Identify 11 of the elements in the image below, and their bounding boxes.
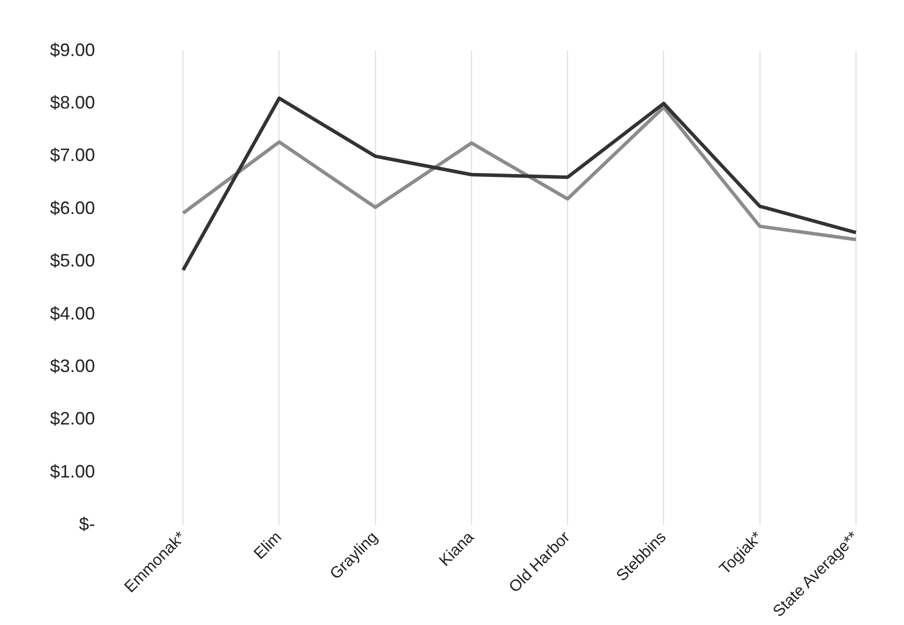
y-tick-label: $9.00 <box>50 40 96 60</box>
x-tick-label: Elim <box>251 528 286 563</box>
y-tick-label: $6.00 <box>50 198 96 218</box>
y-tick-label: $5.00 <box>50 250 96 271</box>
y-tick-label: $4.00 <box>50 303 96 324</box>
y-tick-label: $8.00 <box>50 92 96 112</box>
y-tick-label: $7.00 <box>50 145 96 166</box>
y-tick-label: $- <box>79 514 96 534</box>
y-tick-label: $2.00 <box>50 408 96 429</box>
y-tick-label: $3.00 <box>50 356 96 376</box>
y-tick-label: $1.00 <box>50 461 96 482</box>
